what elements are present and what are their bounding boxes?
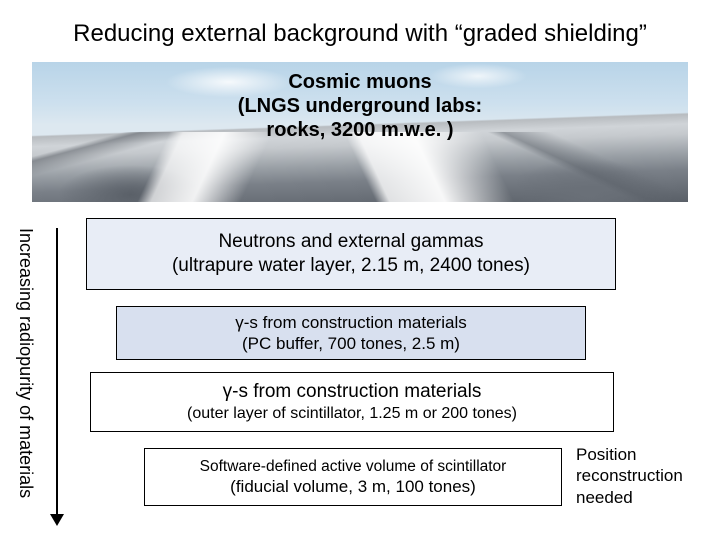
layer-gamma-outer-line-1: γ-s from construction materials (223, 380, 482, 404)
radiopurity-arrow-line (56, 228, 58, 520)
cosmic-line-1: Cosmic muons (0, 70, 720, 94)
layer-gamma-outer-scintillator: γ-s from construction materials (outer l… (90, 372, 614, 432)
layer-gamma-outer-line-2: (outer layer of scintillator, 1.25 m or … (187, 404, 517, 424)
layer-gamma-pc-buffer: γ-s from construction materials (PC buff… (116, 306, 586, 360)
layer-neutrons-line-1: Neutrons and external gammas (218, 230, 483, 254)
layer-gamma-pc-line-1: γ-s from construction materials (235, 312, 466, 333)
layer-fiducial-line-2: (fiducial volume, 3 m, 100 tones) (230, 476, 476, 497)
radiopurity-arrow-label: Increasing radiopurity of materials (14, 228, 36, 518)
layer-fiducial-volume: Software-defined active volume of scinti… (144, 448, 562, 506)
side-note-line-1: Position (576, 444, 706, 465)
layer-gamma-pc-line-2: (PC buffer, 700 tones, 2.5 m) (242, 333, 460, 354)
layer-neutrons-water: Neutrons and external gammas (ultrapure … (86, 218, 616, 290)
slide-title: Reducing external background with “grade… (0, 20, 720, 48)
radiopurity-arrow-head-icon (50, 514, 64, 526)
cosmic-line-3: rocks, 3200 m.w.e. ) (0, 118, 720, 142)
side-note-line-2: reconstruction (576, 465, 706, 486)
cosmic-muons-label: Cosmic muons (LNGS underground labs: roc… (0, 70, 720, 142)
side-note-line-3: needed (576, 487, 706, 508)
layer-neutrons-line-2: (ultrapure water layer, 2.15 m, 2400 ton… (172, 254, 530, 278)
layer-fiducial-line-1: Software-defined active volume of scinti… (200, 457, 507, 476)
position-reconstruction-note: Position reconstruction needed (576, 444, 706, 508)
cosmic-line-2: (LNGS underground labs: (0, 94, 720, 118)
